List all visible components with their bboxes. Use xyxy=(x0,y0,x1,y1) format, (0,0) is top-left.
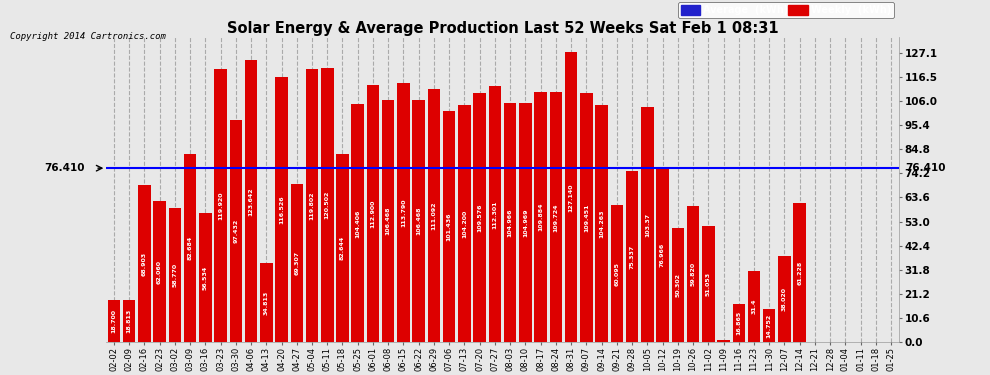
Bar xyxy=(366,85,379,342)
Bar xyxy=(671,228,684,342)
Bar xyxy=(535,92,546,342)
Text: 123.642: 123.642 xyxy=(248,187,253,216)
Bar xyxy=(184,154,196,342)
Text: 60.095: 60.095 xyxy=(615,262,620,286)
Text: 68.903: 68.903 xyxy=(142,252,147,276)
Text: 76.410: 76.410 xyxy=(906,163,946,173)
Bar xyxy=(306,69,318,342)
Bar xyxy=(108,300,120,342)
Text: 69.307: 69.307 xyxy=(294,251,299,276)
Text: 104.966: 104.966 xyxy=(508,209,513,237)
Text: 119.802: 119.802 xyxy=(310,192,315,220)
Text: 61.228: 61.228 xyxy=(797,261,802,285)
Text: 109.724: 109.724 xyxy=(553,203,558,231)
Text: 112.301: 112.301 xyxy=(492,200,497,229)
Text: 103.37: 103.37 xyxy=(644,213,649,237)
Bar xyxy=(702,226,715,342)
Bar xyxy=(290,184,303,342)
Bar xyxy=(733,304,745,342)
Bar xyxy=(168,209,181,342)
Text: 113.790: 113.790 xyxy=(401,198,406,227)
Text: 101.436: 101.436 xyxy=(446,213,451,241)
Text: 82.684: 82.684 xyxy=(187,236,193,260)
Text: Copyright 2014 Cartronics.com: Copyright 2014 Cartronics.com xyxy=(10,32,165,41)
Bar xyxy=(397,83,410,342)
Text: 76.410: 76.410 xyxy=(44,163,84,173)
Text: 106.468: 106.468 xyxy=(386,207,391,235)
Bar xyxy=(778,256,791,342)
Bar xyxy=(351,104,364,342)
Bar xyxy=(519,103,532,342)
Text: 127.140: 127.140 xyxy=(568,183,573,212)
Text: 14.752: 14.752 xyxy=(766,314,772,338)
Text: 59.820: 59.820 xyxy=(691,262,696,286)
Text: 97.432: 97.432 xyxy=(234,219,239,243)
Text: 109.451: 109.451 xyxy=(584,203,589,232)
Bar xyxy=(656,167,669,342)
Bar xyxy=(747,271,760,342)
Bar xyxy=(337,154,348,342)
Bar xyxy=(580,93,593,342)
Text: 18.813: 18.813 xyxy=(127,309,132,333)
Bar xyxy=(214,69,227,342)
Text: 104.263: 104.263 xyxy=(599,209,604,238)
Bar xyxy=(763,309,775,342)
Text: 120.502: 120.502 xyxy=(325,191,330,219)
Bar xyxy=(260,263,272,342)
Text: 50.302: 50.302 xyxy=(675,273,680,297)
Bar xyxy=(504,103,517,342)
Bar xyxy=(611,206,623,342)
Text: 106.468: 106.468 xyxy=(416,207,421,235)
Bar xyxy=(489,86,501,342)
Bar xyxy=(230,120,243,342)
Bar xyxy=(473,93,486,342)
Bar xyxy=(153,201,166,342)
Bar xyxy=(549,92,562,342)
Text: 119.920: 119.920 xyxy=(218,191,223,220)
Bar xyxy=(718,340,730,342)
Bar xyxy=(595,105,608,342)
Bar xyxy=(199,213,212,342)
Text: 31.4: 31.4 xyxy=(751,299,756,314)
Bar xyxy=(687,206,699,342)
Bar xyxy=(793,203,806,342)
Bar xyxy=(443,111,455,342)
Text: 104.969: 104.969 xyxy=(523,209,528,237)
Text: 51.053: 51.053 xyxy=(706,272,711,296)
Text: 18.700: 18.700 xyxy=(112,309,117,333)
Text: 109.576: 109.576 xyxy=(477,203,482,232)
Text: 75.337: 75.337 xyxy=(630,244,635,268)
Text: 109.884: 109.884 xyxy=(539,203,544,231)
Text: 82.644: 82.644 xyxy=(340,236,345,260)
Legend: Average  (kWh), Weekly  (kWh): Average (kWh), Weekly (kWh) xyxy=(678,2,894,18)
Title: Solar Energy & Average Production Last 52 Weeks Sat Feb 1 08:31: Solar Energy & Average Production Last 5… xyxy=(227,21,778,36)
Text: 62.060: 62.060 xyxy=(157,260,162,284)
Text: 111.092: 111.092 xyxy=(432,201,437,230)
Text: 76.966: 76.966 xyxy=(660,243,665,267)
Text: 58.770: 58.770 xyxy=(172,263,177,288)
Text: 56.534: 56.534 xyxy=(203,266,208,290)
Bar xyxy=(321,68,334,342)
Text: 116.526: 116.526 xyxy=(279,195,284,224)
Bar xyxy=(565,53,577,342)
Text: 112.900: 112.900 xyxy=(370,200,375,228)
Text: 34.813: 34.813 xyxy=(263,291,269,315)
Bar xyxy=(458,105,470,342)
Bar xyxy=(382,100,394,342)
Bar xyxy=(626,171,639,342)
Bar xyxy=(642,107,653,342)
Text: 16.865: 16.865 xyxy=(737,311,742,335)
Bar xyxy=(428,89,441,342)
Bar xyxy=(245,60,257,342)
Bar xyxy=(413,100,425,342)
Text: 38.020: 38.020 xyxy=(782,287,787,311)
Bar xyxy=(123,300,136,342)
Text: 104.406: 104.406 xyxy=(355,209,360,237)
Text: 104.200: 104.200 xyxy=(462,210,467,238)
Bar xyxy=(139,185,150,342)
Bar xyxy=(275,77,288,342)
